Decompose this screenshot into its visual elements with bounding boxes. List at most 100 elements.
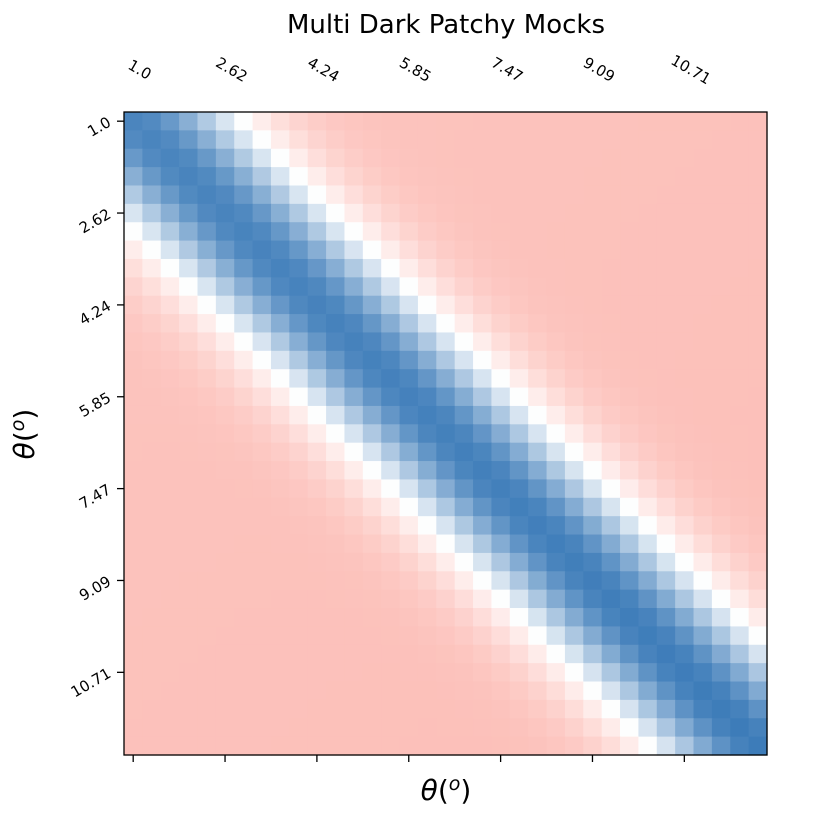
heatmap-cell xyxy=(252,148,272,168)
heatmap-cell xyxy=(748,332,768,352)
heatmap-cell xyxy=(583,112,603,131)
heatmap-cell xyxy=(252,552,272,572)
heatmap-cell xyxy=(564,589,584,609)
heatmap-cell xyxy=(454,148,474,168)
heatmap-cell xyxy=(711,534,731,554)
heatmap-cell xyxy=(711,387,731,407)
heatmap-cell xyxy=(344,461,364,481)
heatmap-cell xyxy=(711,442,731,462)
heatmap-cell xyxy=(215,314,235,334)
heatmap-cell xyxy=(693,663,713,683)
heatmap-cell xyxy=(620,167,639,187)
heatmap-cell xyxy=(711,222,731,242)
heatmap-cell xyxy=(399,295,419,315)
heatmap-cell xyxy=(711,589,731,609)
heatmap-cell xyxy=(326,461,346,481)
heatmap-cell xyxy=(509,369,529,389)
heatmap-cell xyxy=(270,350,290,370)
heatmap-cell xyxy=(197,497,217,517)
heatmap-cell xyxy=(620,424,639,444)
heatmap-cell xyxy=(454,589,474,609)
heatmap-cell xyxy=(270,571,290,591)
heatmap-cell xyxy=(564,405,584,425)
heatmap-cell xyxy=(693,240,713,260)
heatmap-cell xyxy=(289,148,309,168)
heatmap-cell xyxy=(326,571,346,591)
heatmap-cell xyxy=(436,626,456,646)
heatmap-cell xyxy=(473,112,493,131)
heatmap-cell xyxy=(381,277,401,297)
heatmap-cell xyxy=(215,185,235,205)
heatmap-cell xyxy=(675,314,695,334)
heatmap-cell xyxy=(473,369,493,389)
heatmap-cell xyxy=(215,461,235,481)
heatmap-cell xyxy=(381,148,401,168)
heatmap-cell xyxy=(509,295,529,315)
heatmap-cell xyxy=(601,277,621,297)
heatmap-cell xyxy=(656,608,676,627)
heatmap-cell xyxy=(307,516,327,536)
heatmap-cell xyxy=(601,571,621,591)
heatmap-cell xyxy=(417,718,437,738)
heatmap-cell xyxy=(564,571,584,591)
heatmap-cell xyxy=(491,277,511,297)
heatmap-cell xyxy=(675,387,695,407)
heatmap-cell xyxy=(730,405,750,425)
heatmap-cell xyxy=(289,258,309,278)
heatmap-cell xyxy=(730,681,750,701)
heatmap-cell xyxy=(675,222,695,242)
heatmap-cell xyxy=(509,112,529,131)
heatmap-cell xyxy=(509,718,529,738)
heatmap-cell xyxy=(583,222,603,242)
heatmap-cell xyxy=(362,148,382,168)
heatmap-cell xyxy=(564,552,584,572)
heatmap-cell xyxy=(730,295,750,315)
heatmap-cell xyxy=(417,608,437,627)
heatmap-cell xyxy=(399,718,419,738)
heatmap-cell xyxy=(399,314,419,334)
heatmap-cell xyxy=(583,258,603,278)
heatmap-cell xyxy=(473,718,493,738)
heatmap-cell xyxy=(638,571,658,591)
heatmap-cell xyxy=(160,222,180,242)
heatmap-cell xyxy=(344,203,364,223)
heatmap-cell xyxy=(179,332,199,352)
heatmap-cell xyxy=(160,387,180,407)
heatmap-cell xyxy=(436,112,456,131)
heatmap-cell xyxy=(252,130,272,150)
heatmap-cell xyxy=(583,295,603,315)
heatmap-cell xyxy=(344,332,364,352)
heatmap-cell xyxy=(326,552,346,572)
heatmap-cell xyxy=(307,222,327,242)
heatmap-cell xyxy=(270,130,290,150)
heatmap-cell xyxy=(197,203,217,223)
heatmap-cell xyxy=(234,130,254,150)
heatmap-cell xyxy=(179,589,199,609)
heatmap-cell xyxy=(509,516,529,536)
heatmap-cell xyxy=(491,736,511,756)
heatmap-cell xyxy=(417,222,437,242)
heatmap-cell xyxy=(583,461,603,481)
heatmap-cell xyxy=(528,736,548,756)
heatmap-cell xyxy=(693,258,713,278)
heatmap-cell xyxy=(344,130,364,150)
heatmap-cell xyxy=(307,277,327,297)
heatmap-cell xyxy=(417,663,437,683)
heatmap-cell xyxy=(528,112,548,131)
heatmap-cell xyxy=(546,461,566,481)
heatmap-cell xyxy=(638,699,658,719)
heatmap-cell xyxy=(454,387,474,407)
heatmap-cell xyxy=(454,332,474,352)
heatmap-cell xyxy=(454,699,474,719)
heatmap-cell xyxy=(583,167,603,187)
heatmap-cell xyxy=(160,736,180,756)
heatmap-cell xyxy=(656,479,676,499)
heatmap-cell xyxy=(215,571,235,591)
heatmap-cell xyxy=(326,681,346,701)
heatmap-cell xyxy=(436,387,456,407)
heatmap-cell xyxy=(711,332,731,352)
heatmap-cell xyxy=(344,479,364,499)
heatmap-cell xyxy=(564,240,584,260)
heatmap-cell xyxy=(656,314,676,334)
heatmap-cell xyxy=(215,369,235,389)
